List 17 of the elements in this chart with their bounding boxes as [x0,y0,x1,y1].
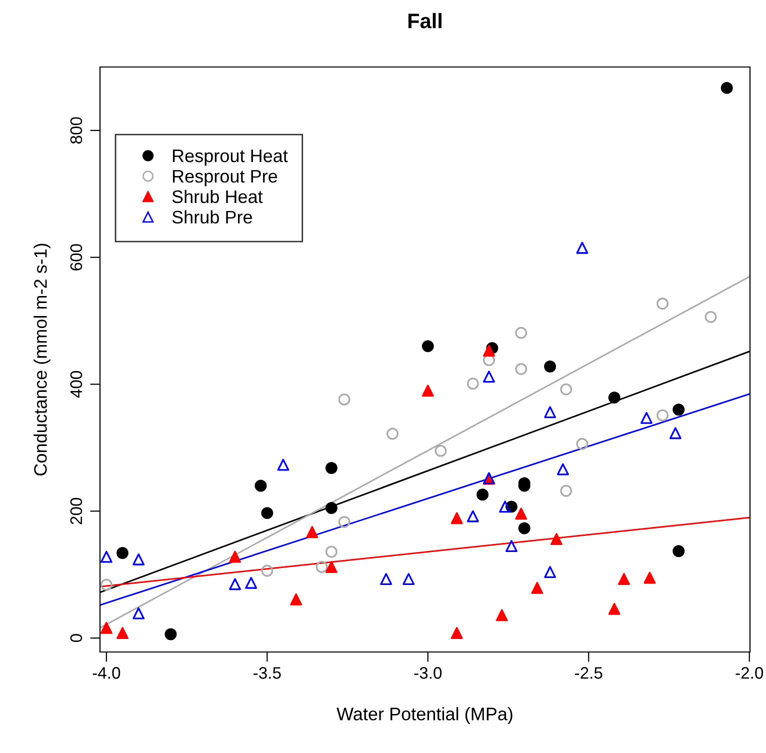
legend-label: Resprout Pre [172,170,278,186]
y-tick-label: 800 [70,117,82,144]
x-tick-label: -3.0 [414,667,442,679]
legend-label: Resprout Heat [172,150,288,166]
legend-label: Shrub Pre [172,210,252,224]
y-tick-label: 0 [70,634,82,642]
chart-title: Fall [408,13,442,28]
y-axis-title: Conductance (mmol m-2 s-1) [34,244,50,476]
legend-label: Shrub Heat [172,190,263,204]
x-tick-label: -2.5 [575,667,602,679]
x-tick-label: -2.0 [736,667,764,679]
y-tick-label: 400 [70,370,82,398]
y-tick-label: 200 [70,498,82,524]
x-tick-label: -4.0 [92,667,120,679]
x-tick-label: -3.5 [254,667,281,679]
x-axis-title: Water Potential (MPa) [336,707,512,724]
y-tick-label: 600 [70,244,82,270]
